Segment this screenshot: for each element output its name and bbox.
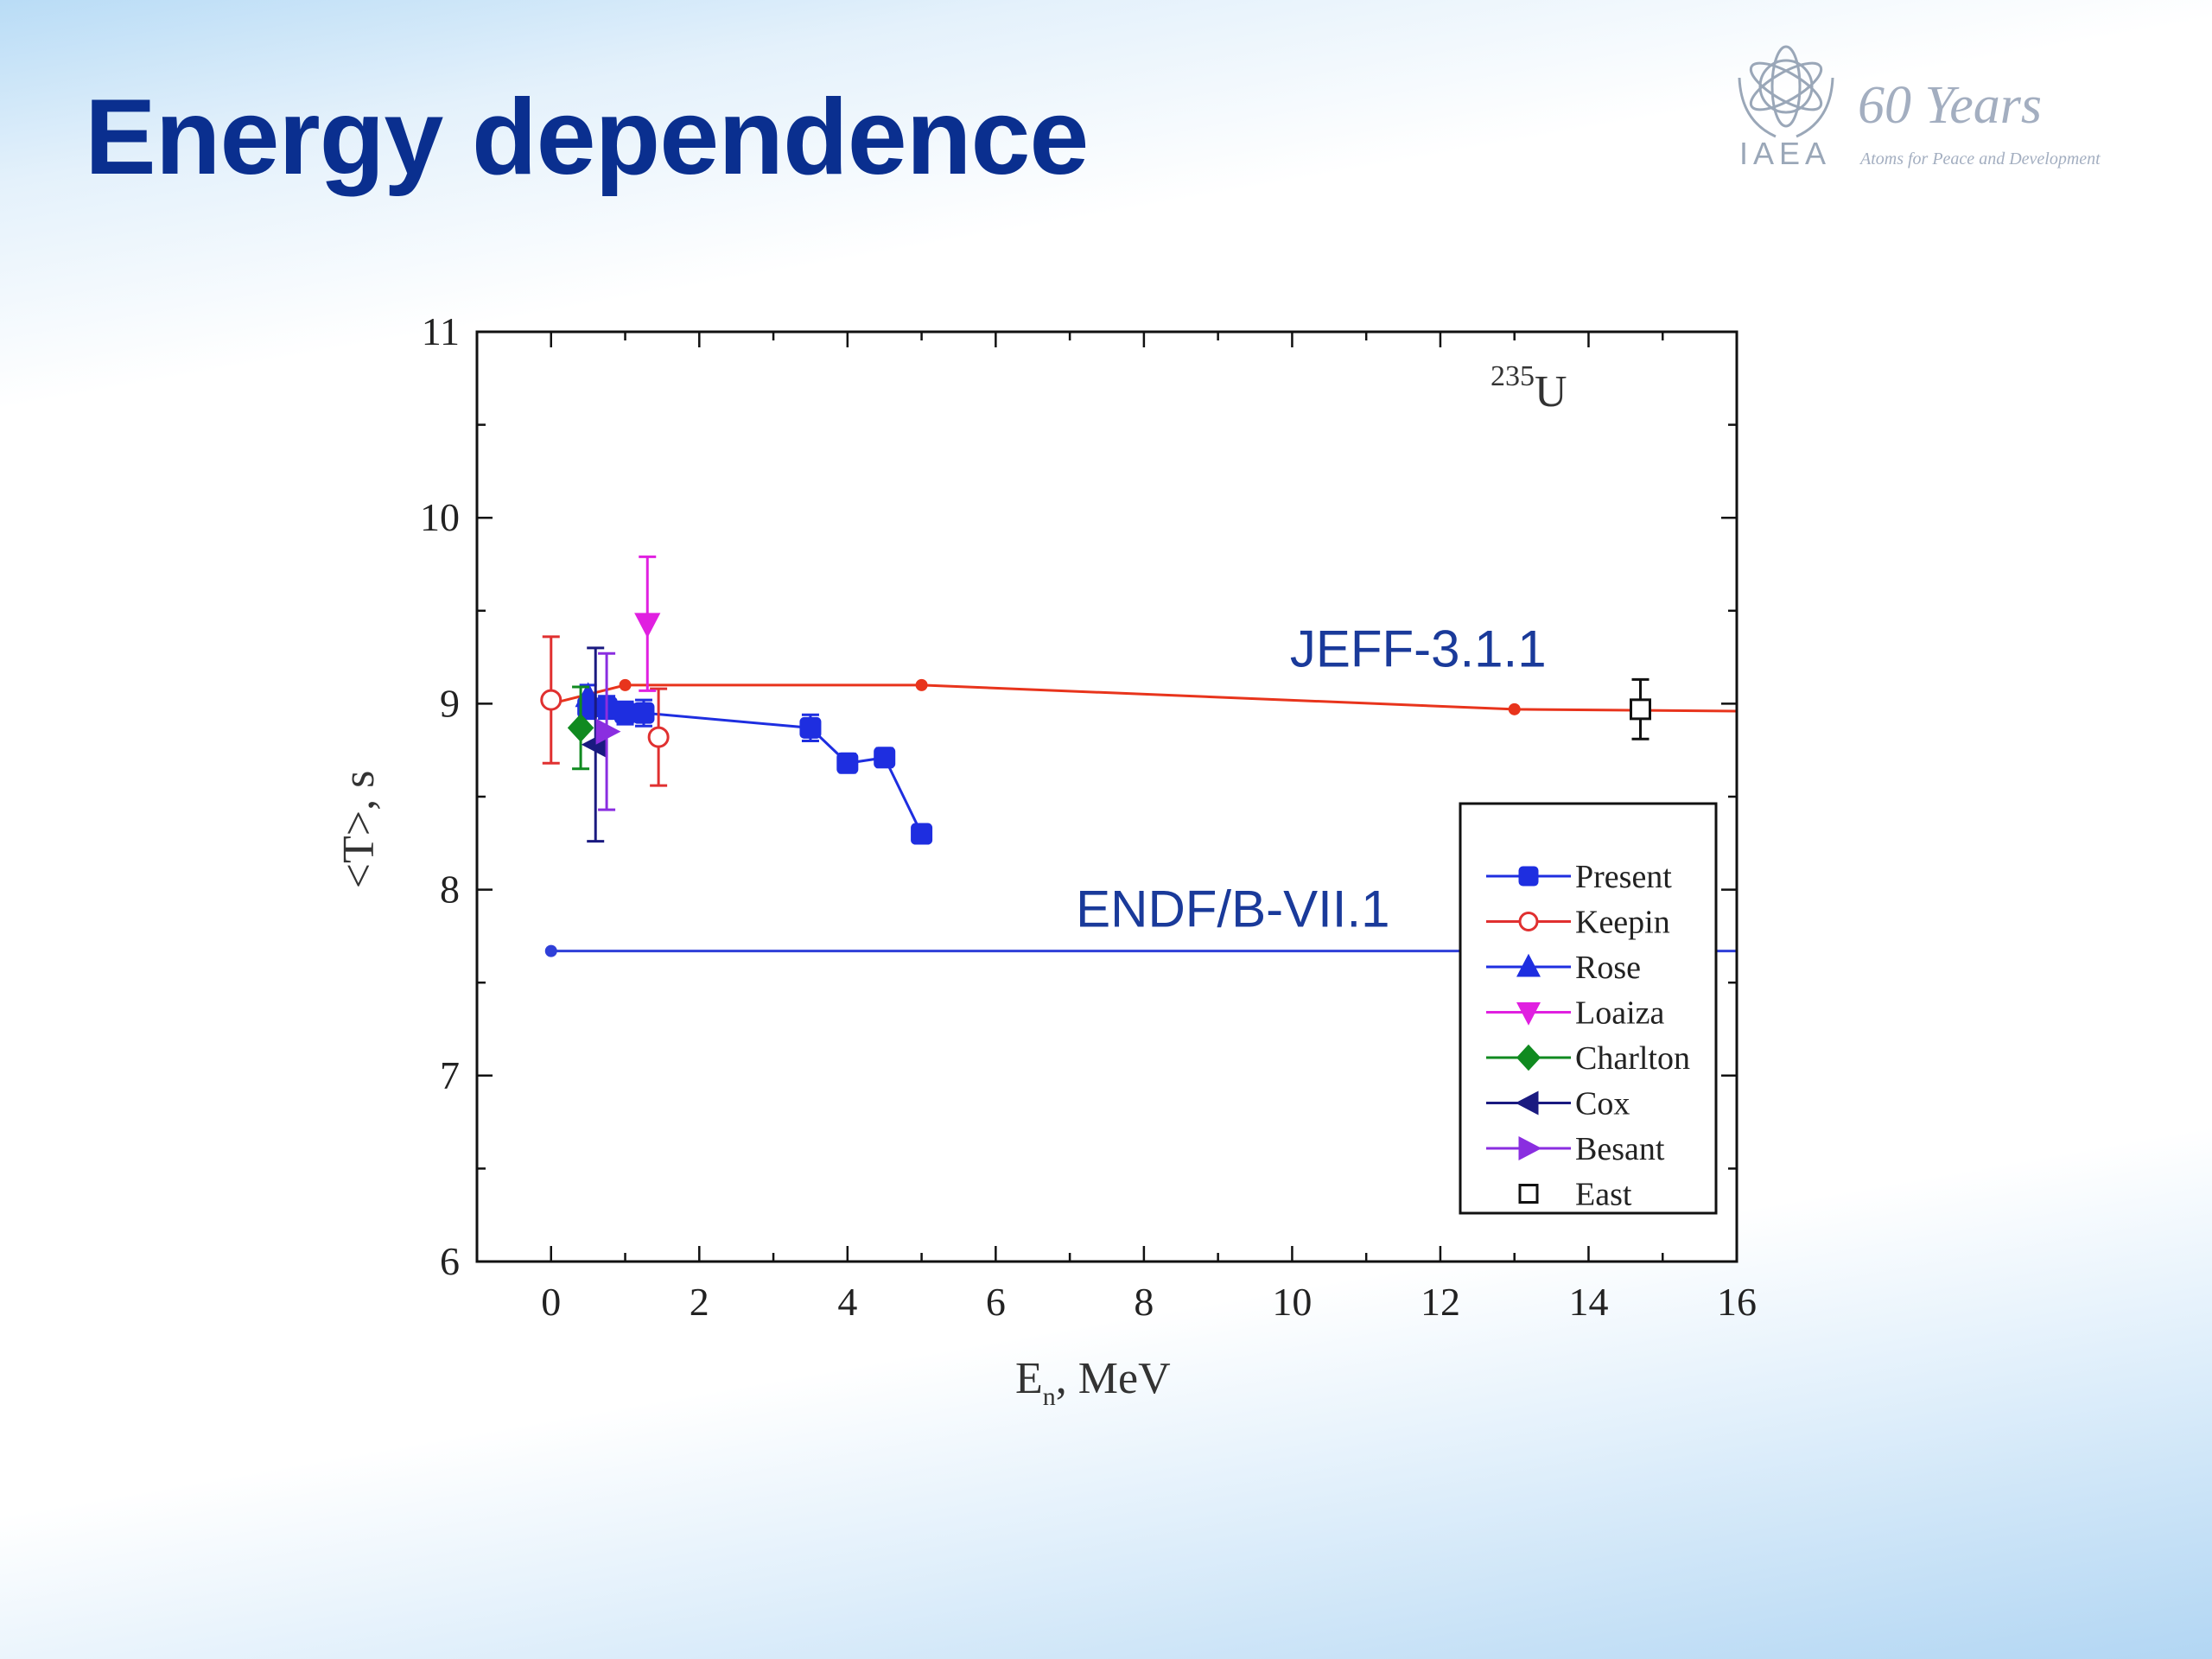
iaea-emblem-icon <box>1738 45 1834 138</box>
x-axis-label-main: E <box>1015 1354 1043 1403</box>
legend-item: Besant <box>1486 1131 1665 1167</box>
legend-marker <box>1518 912 1539 931</box>
legend-marker <box>1518 1136 1542 1160</box>
logo-years: 60 Years <box>1858 76 2042 135</box>
x-tick-label: 8 <box>1134 1280 1154 1324</box>
y-tick-label: 10 <box>420 495 460 539</box>
data-point <box>540 689 563 711</box>
legend-marker <box>1516 1044 1541 1071</box>
x-tick-label: 4 <box>837 1280 857 1324</box>
data-point <box>874 747 896 769</box>
reference-point <box>915 678 928 691</box>
logo-org: IAEA <box>1739 136 1831 171</box>
axes: 0 2 4 6 8 10 12 14 16 6 7 8 9 10 11 <box>420 309 1757 1324</box>
x-tick-label: 0 <box>541 1280 561 1324</box>
y-tick-label: 7 <box>440 1053 460 1097</box>
annotation-label: ENDF/B-VII.1 <box>1076 880 1389 938</box>
annotations: JEFF-3.1.1 ENDF/B-VII.1 <box>1076 620 1546 938</box>
legend-label: Present <box>1575 859 1672 895</box>
y-tick-label: 8 <box>440 868 460 912</box>
x-axis-label: En, MeV <box>1015 1354 1171 1411</box>
iaea-60-years-logo: IAEA 60 Years Atoms for Peace and Develo… <box>1738 45 2101 171</box>
data-point <box>647 726 670 748</box>
series-besant <box>595 652 621 811</box>
legend-item: East <box>1518 1177 1632 1213</box>
legend-box <box>1459 802 1718 1215</box>
legend-label: Rose <box>1575 950 1641 986</box>
y-tick-label: 11 <box>422 309 460 353</box>
x-tick-label: 10 <box>1272 1280 1312 1324</box>
data-point <box>575 682 601 708</box>
series-east <box>1630 677 1652 741</box>
data-point <box>567 713 594 742</box>
data-point <box>1630 698 1652 721</box>
legend-label: Cox <box>1575 1086 1630 1122</box>
data-point <box>614 702 637 724</box>
data-point <box>632 702 655 724</box>
x-tick-label: 12 <box>1421 1280 1460 1324</box>
legend-label: Keepin <box>1575 905 1670 941</box>
data-point <box>595 718 621 745</box>
x-axis-label-sub: n <box>1043 1382 1056 1411</box>
reference-point <box>544 944 557 957</box>
legend-item: Loaiza <box>1486 995 1665 1032</box>
legend-marker <box>1518 1184 1539 1204</box>
data-point <box>911 823 933 845</box>
legend: Present Keepin Rose Loaiza Charlton Cox Besant… <box>1459 802 1718 1215</box>
legend-marker <box>1518 866 1539 887</box>
legend-label: Loaiza <box>1575 995 1665 1032</box>
legend-marker <box>1516 1002 1541 1026</box>
series-loaiza <box>634 555 661 692</box>
x-tick-label: 6 <box>986 1280 1006 1324</box>
legend-marker <box>1515 1090 1539 1116</box>
legend-marker <box>1516 953 1541 977</box>
legend-item: Cox <box>1486 1086 1630 1122</box>
x-axis-label-unit: , MeV <box>1056 1354 1171 1403</box>
data-point <box>836 752 859 774</box>
reference-point <box>1508 702 1521 715</box>
nuclide-mass: 235 <box>1491 360 1535 392</box>
legend-item: Keepin <box>1486 905 1670 941</box>
annotation-label: JEFF-3.1.1 <box>1290 620 1547 677</box>
legend-item: Rose <box>1486 950 1641 986</box>
nuclide-symbol: U <box>1535 367 1567 416</box>
y-axis-label: <T>, s <box>334 771 384 889</box>
x-tick-label: 16 <box>1717 1280 1757 1324</box>
legend-item: Present <box>1486 859 1672 895</box>
series-keepin <box>540 635 670 787</box>
legend-label: Charlton <box>1575 1040 1690 1077</box>
series-charlton <box>567 685 594 771</box>
data-point <box>634 613 661 639</box>
x-tick-label: 2 <box>690 1280 709 1324</box>
slide-title: Energy dependence <box>85 78 1089 197</box>
legend-item: Charlton <box>1486 1040 1690 1077</box>
logo-tagline: Atoms for Peace and Development <box>1859 149 2101 168</box>
x-tick-label: 14 <box>1568 1280 1608 1324</box>
legend-label: Besant <box>1575 1131 1665 1167</box>
legend-label: East <box>1575 1177 1632 1213</box>
y-tick-label: 6 <box>440 1239 460 1283</box>
y-tick-label: 9 <box>440 681 460 725</box>
reference-point <box>619 678 632 691</box>
nuclide-label: 235U <box>1491 360 1567 416</box>
series-rose <box>575 682 601 709</box>
data-point <box>799 716 822 739</box>
series-layer <box>540 555 1652 845</box>
